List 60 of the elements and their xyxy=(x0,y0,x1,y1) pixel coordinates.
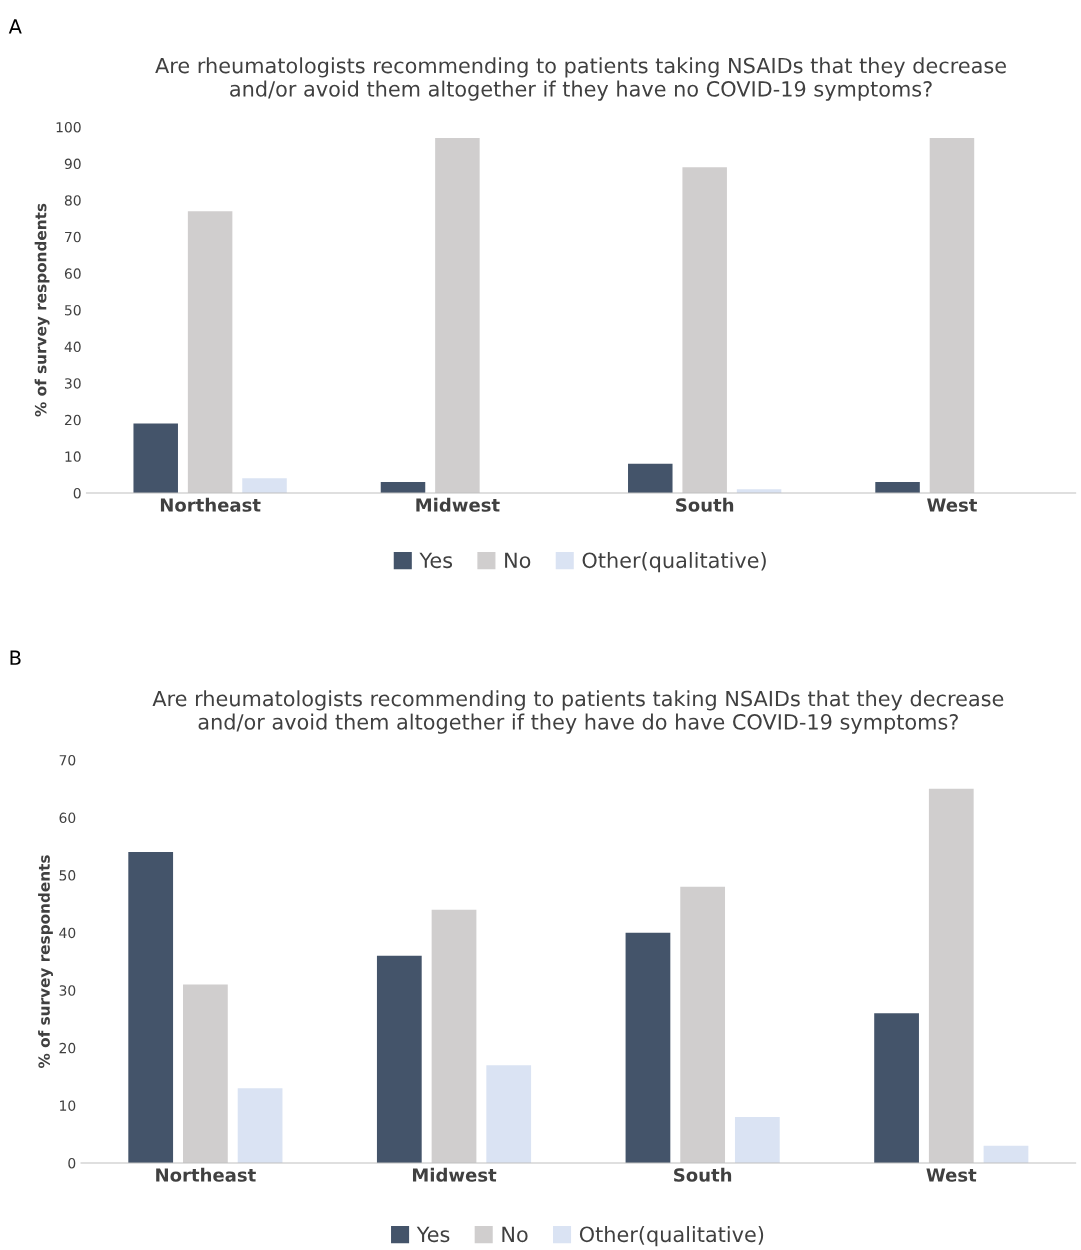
y-tick-label: 100 xyxy=(56,121,81,133)
bar xyxy=(435,137,480,493)
y-tick-label: 10 xyxy=(65,451,81,462)
bar xyxy=(242,478,287,493)
legend-label: Other(qualitative) xyxy=(579,1226,764,1247)
legend-label: Other(qualitative) xyxy=(582,552,766,573)
bar xyxy=(237,1088,283,1163)
y-tick-label: 0 xyxy=(73,487,81,499)
bar xyxy=(874,1013,919,1163)
x-tick-label: South xyxy=(676,497,734,512)
legend-label: No xyxy=(505,552,531,569)
y-tick-label: 20 xyxy=(59,1042,76,1054)
y-tick-label: 60 xyxy=(59,812,76,824)
y-tick-label: 80 xyxy=(64,195,81,206)
y-tick-label: 40 xyxy=(59,927,76,939)
bar xyxy=(133,423,178,493)
bar xyxy=(875,482,920,493)
bar xyxy=(431,909,477,1163)
y-axis-title: % of survey respondents xyxy=(34,203,50,417)
bar xyxy=(376,955,422,1163)
legend-label: Yes xyxy=(419,552,453,569)
bar xyxy=(183,984,228,1163)
bar xyxy=(187,211,233,493)
x-tick-label: Northeast xyxy=(156,1167,256,1182)
y-tick-label: 70 xyxy=(59,754,76,766)
x-tick-label: South xyxy=(674,1167,732,1182)
bar xyxy=(380,482,426,493)
text: B xyxy=(10,650,21,665)
x-tick-label: Midwest xyxy=(416,497,500,512)
y-tick-label: 30 xyxy=(59,985,76,996)
y-tick-label: 10 xyxy=(60,1100,76,1111)
x-tick-label: Northeast xyxy=(160,497,261,512)
y-tick-label: 50 xyxy=(65,304,81,316)
bar xyxy=(682,167,727,493)
y-tick-label: 50 xyxy=(59,870,76,881)
y-axis-title: % of survey respondents xyxy=(38,855,53,1069)
chart-title: Are rheumatologists recommending to patients taking NSAIDs that they decrease and/or avoid them altogether if they have do have COVID-19 symptoms? xyxy=(152,690,1004,734)
legend-label: Yes xyxy=(416,1226,450,1243)
y-tick-label: 60 xyxy=(64,268,81,279)
y-tick-label: 70 xyxy=(65,231,81,243)
bar xyxy=(128,852,174,1163)
x-tick-label: Midwest xyxy=(412,1167,497,1182)
bar xyxy=(734,1116,780,1163)
bar xyxy=(628,463,673,493)
x-tick-label: West xyxy=(926,1168,977,1182)
bar xyxy=(983,1145,1029,1163)
x-tick-label: West xyxy=(927,498,977,512)
y-tick-label: 90 xyxy=(64,158,81,170)
y-tick-label: 40 xyxy=(64,341,81,353)
bar xyxy=(928,788,974,1163)
bar xyxy=(929,137,975,493)
y-tick-label: 30 xyxy=(65,378,81,389)
y-tick-label: 0 xyxy=(68,1157,76,1169)
text: A xyxy=(8,19,22,34)
chart-title: Are rheumatologists recommending to patients taking NSAIDs that they decrease and/or avoid them altogether if they have no COVID-19 symptoms? xyxy=(155,57,1006,101)
bar xyxy=(625,932,671,1163)
y-tick-label: 20 xyxy=(64,414,81,426)
bar xyxy=(486,1065,532,1163)
legend-label: No xyxy=(502,1226,528,1243)
bar xyxy=(680,886,726,1163)
